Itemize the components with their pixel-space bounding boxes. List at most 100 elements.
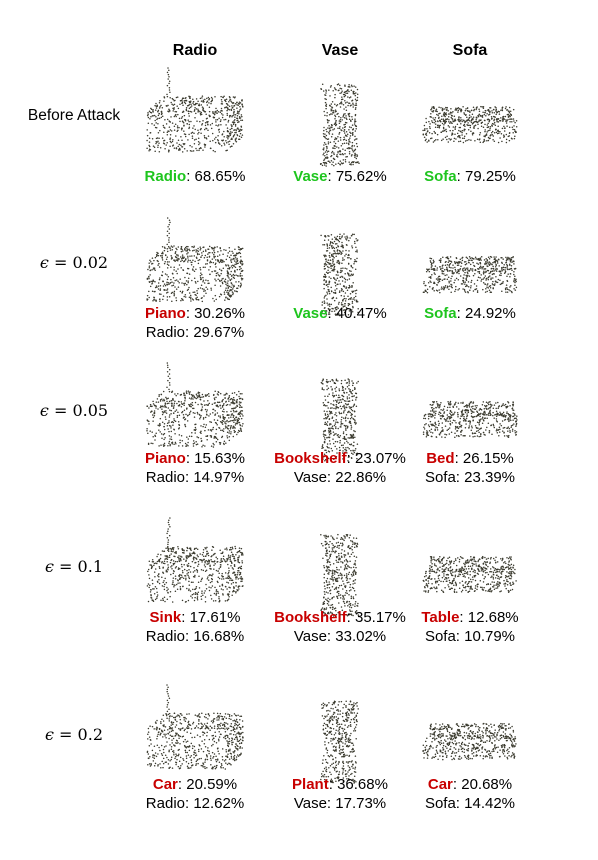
point: [173, 107, 175, 109]
point: [514, 430, 516, 432]
point: [435, 436, 438, 438]
point: [240, 248, 243, 250]
point: [339, 276, 342, 278]
point: [343, 437, 346, 439]
point: [425, 270, 428, 273]
point: [196, 411, 199, 414]
point: [480, 105, 482, 108]
point: [206, 104, 209, 106]
point: [170, 425, 172, 427]
point: [333, 240, 336, 243]
point: [230, 254, 232, 256]
point: [454, 268, 457, 271]
point: [157, 114, 160, 117]
point: [454, 288, 457, 291]
point: [488, 401, 490, 403]
point: [196, 296, 198, 299]
point: [234, 402, 236, 404]
point: [168, 149, 170, 151]
point: [189, 294, 192, 297]
point: [349, 96, 352, 98]
point: [163, 399, 166, 402]
point: [323, 437, 326, 439]
point: [463, 418, 466, 421]
point: [478, 272, 481, 274]
point: [207, 135, 210, 137]
point: [228, 400, 230, 402]
point: [468, 269, 470, 271]
point: [341, 270, 343, 272]
point: [454, 125, 457, 128]
point: [158, 101, 161, 104]
point: [489, 134, 492, 137]
point: [459, 425, 462, 428]
point: [510, 118, 512, 120]
point: [489, 107, 492, 109]
point: [227, 121, 229, 123]
point: [344, 112, 346, 115]
point: [434, 428, 436, 431]
point: [196, 436, 198, 438]
point: [464, 411, 467, 414]
point: [333, 123, 336, 125]
point: [429, 403, 432, 406]
point: [349, 141, 351, 143]
point: [228, 143, 230, 145]
point: [221, 110, 223, 112]
point: [354, 152, 356, 155]
point: [513, 120, 515, 122]
point: [197, 250, 200, 252]
point: [442, 264, 444, 266]
point: [354, 258, 356, 261]
point: [482, 431, 485, 434]
point: [155, 102, 157, 105]
point: [488, 431, 491, 434]
point: [175, 96, 178, 99]
point: [354, 447, 357, 450]
point: [340, 401, 343, 403]
point: [199, 128, 202, 131]
point: [431, 288, 434, 290]
point: [424, 133, 427, 135]
point: [323, 302, 326, 304]
point: [493, 118, 496, 121]
point: [235, 131, 237, 134]
point: [466, 116, 468, 118]
point: [489, 111, 491, 114]
point: [469, 286, 472, 289]
point: [170, 399, 173, 402]
point: [325, 271, 328, 273]
point: [348, 254, 350, 256]
point: [459, 421, 461, 423]
point: [343, 424, 346, 427]
point: [192, 269, 194, 271]
point: [451, 421, 454, 424]
point: [482, 266, 484, 268]
point: [224, 278, 227, 280]
point: [449, 401, 451, 404]
point: [348, 96, 351, 99]
point: [146, 294, 149, 297]
prediction-caption: Vase: 40.47%: [265, 304, 415, 323]
point: [184, 398, 186, 400]
point: [193, 442, 196, 444]
point: [353, 123, 356, 125]
point: [197, 100, 199, 103]
point: [342, 257, 344, 259]
point: [200, 284, 203, 286]
point: [490, 413, 492, 416]
point: [197, 129, 199, 131]
point: [346, 268, 348, 270]
point: [479, 420, 481, 422]
point: [339, 87, 341, 90]
point: [214, 390, 216, 393]
point: [170, 130, 173, 132]
point: [342, 138, 345, 141]
point: [201, 123, 204, 125]
point: [323, 239, 326, 241]
point: [168, 420, 170, 422]
point: [513, 279, 515, 281]
point: [461, 409, 464, 411]
point: [186, 407, 188, 409]
point: [354, 98, 357, 101]
